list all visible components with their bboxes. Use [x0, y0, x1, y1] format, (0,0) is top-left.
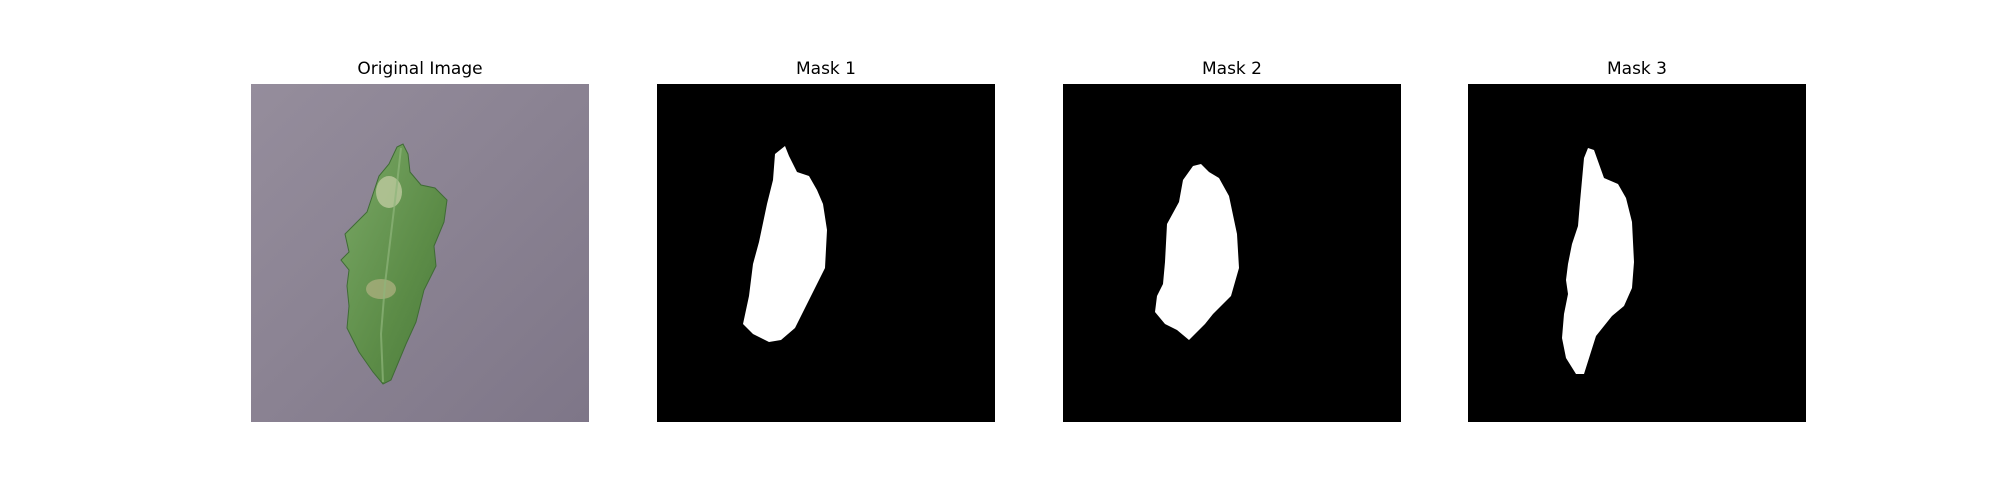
- panel-title: Mask 2: [1063, 57, 1401, 82]
- mask-2-panel: Mask 2: [1063, 57, 1401, 82]
- mask-3-panel: Mask 3: [1468, 57, 1806, 82]
- mask-background: [1468, 84, 1806, 422]
- panel-title: Mask 1: [657, 57, 995, 82]
- mask-1-panel: Mask 1: [657, 57, 995, 82]
- mask-2-image: [1063, 84, 1401, 422]
- mask-background: [657, 84, 995, 422]
- leaf-photo: [251, 84, 589, 422]
- original-image-panel: Original Image: [251, 57, 589, 82]
- panel-title: Mask 3: [1468, 57, 1806, 82]
- panel-title: Original Image: [251, 57, 589, 82]
- mask-3-image: [1468, 84, 1806, 422]
- lesion-lower: [366, 279, 396, 299]
- mask-1-image: [657, 84, 995, 422]
